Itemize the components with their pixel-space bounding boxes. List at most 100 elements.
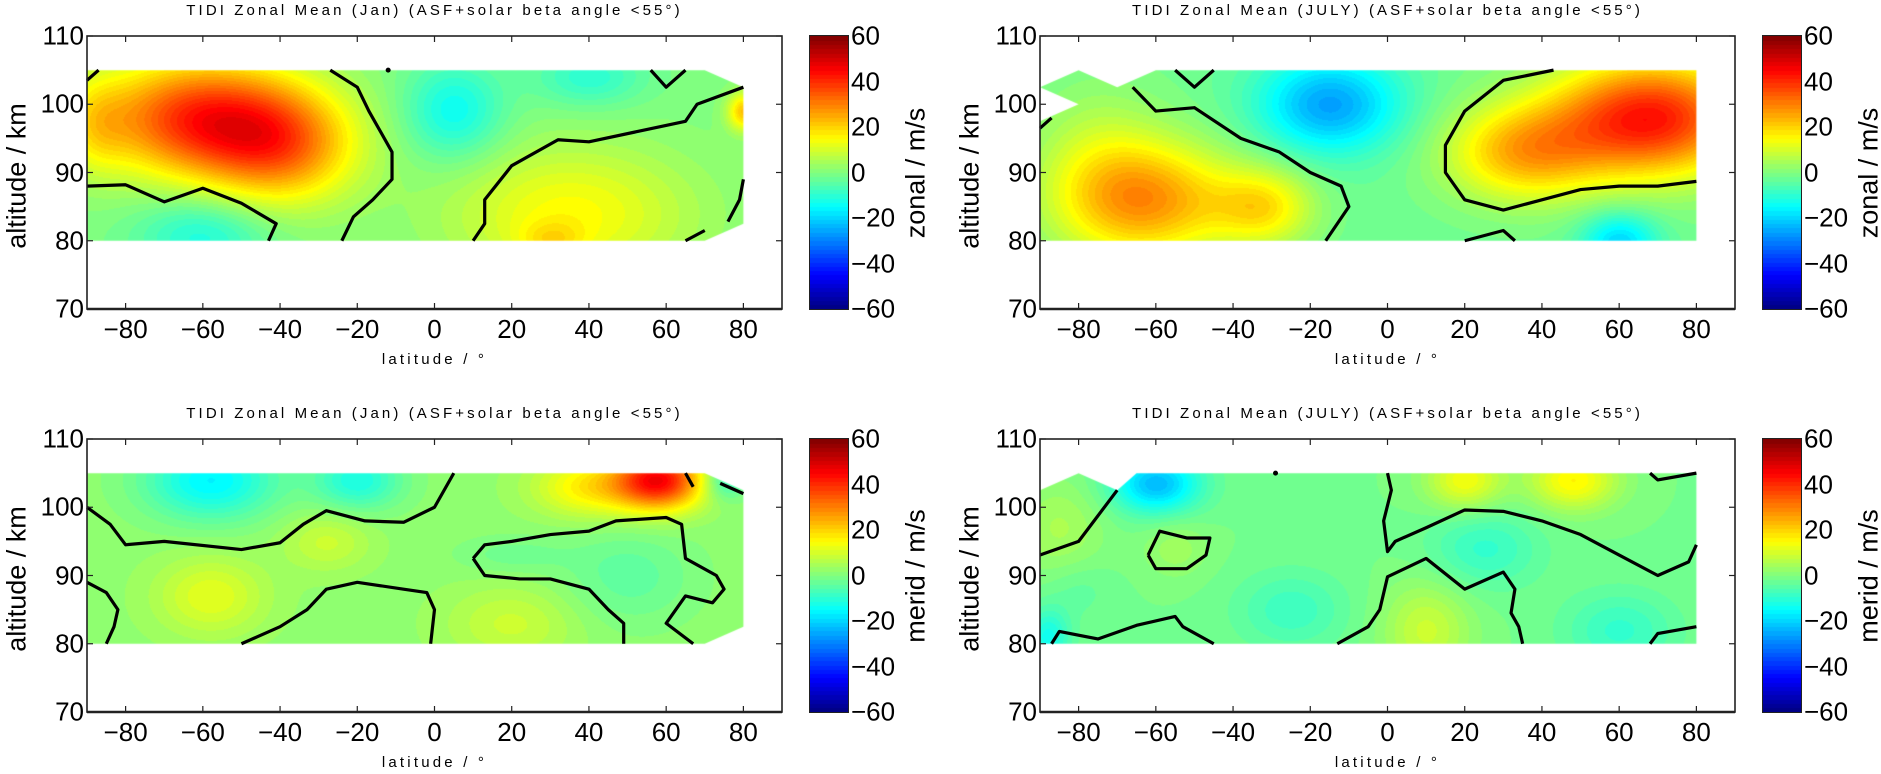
y-tick-label: 110 bbox=[995, 20, 1037, 51]
zero-contour-line bbox=[86, 472, 456, 552]
y-tick-label: 100 bbox=[993, 88, 1037, 119]
zero-contour-line bbox=[471, 557, 626, 644]
zero-contour-line bbox=[471, 515, 726, 646]
zero-contour-line bbox=[1336, 556, 1525, 646]
colorbar-tick-label: 20 bbox=[851, 111, 880, 142]
colorbar-tick-label: −60 bbox=[851, 293, 896, 324]
colorbar-tick-label: −40 bbox=[851, 248, 896, 278]
colorbar-tick-label: 0 bbox=[851, 157, 866, 187]
colorbar bbox=[809, 35, 849, 310]
y-tick-label: 80 bbox=[1008, 628, 1037, 659]
colorbar-tick-label: 20 bbox=[851, 514, 880, 545]
zero-contour-line bbox=[1464, 228, 1516, 243]
zero-contour-line bbox=[1038, 116, 1053, 130]
zero-contour-line bbox=[1648, 471, 1697, 482]
y-tick-label: 110 bbox=[42, 423, 84, 454]
y-tick-label: 110 bbox=[995, 423, 1037, 454]
x-axis-label: latitude / ° bbox=[381, 351, 488, 368]
x-tick-label: 60 bbox=[1604, 717, 1634, 747]
colorbar-tick-label: 20 bbox=[1804, 514, 1833, 545]
colorbar-tick-label: 40 bbox=[1804, 66, 1833, 96]
zero-contour-line bbox=[240, 580, 437, 646]
zero-contour-line bbox=[649, 68, 687, 89]
zero-contour-line bbox=[85, 68, 100, 82]
chart-title: TIDI Zonal Mean (JULY) (ASF+solar beta a… bbox=[1132, 405, 1643, 422]
chart-title: TIDI Zonal Mean (Jan) (ASF+solar beta an… bbox=[186, 405, 683, 422]
x-tick-label: −40 bbox=[1210, 717, 1256, 747]
zero-contour-line bbox=[719, 481, 745, 496]
y-tick-label: 80 bbox=[55, 225, 84, 256]
heatmap-field bbox=[87, 439, 782, 712]
colorbar-tick-label: 40 bbox=[851, 469, 880, 499]
x-tick-label: −80 bbox=[1056, 717, 1101, 747]
x-tick-label: 20 bbox=[497, 717, 527, 747]
y-tick-label: 100 bbox=[993, 491, 1037, 522]
y-tick-label: 90 bbox=[1008, 157, 1037, 187]
colorbar-tick-label: 40 bbox=[1804, 469, 1833, 499]
x-tick-label: 0 bbox=[1380, 314, 1395, 344]
x-tick-label: 80 bbox=[1681, 314, 1711, 344]
zero-contour-line bbox=[471, 85, 744, 242]
colorbar-tick-label: −20 bbox=[1804, 605, 1849, 636]
x-tick-label: 20 bbox=[1450, 717, 1480, 747]
colorbar-tick-label: −40 bbox=[1804, 248, 1849, 278]
contour-dot bbox=[1273, 470, 1279, 476]
x-tick-label: −20 bbox=[1288, 314, 1333, 344]
zero-contour-line bbox=[1382, 472, 1698, 578]
x-tick-label: 80 bbox=[728, 314, 758, 344]
x-tick-label: −20 bbox=[1288, 717, 1333, 747]
y-tick-label: 70 bbox=[1008, 293, 1037, 324]
x-tick-label: 40 bbox=[574, 314, 604, 344]
zero-contour-line bbox=[1443, 68, 1697, 212]
colorbar-tick-label: −20 bbox=[851, 605, 896, 636]
x-tick-label: 0 bbox=[427, 314, 442, 344]
x-tick-label: −60 bbox=[1133, 717, 1178, 747]
zero-contour-line bbox=[1050, 614, 1215, 646]
colorbar-tick-label: 60 bbox=[1804, 20, 1833, 51]
x-tick-label: −80 bbox=[103, 717, 148, 747]
colorbar-tick-label: 0 bbox=[851, 560, 866, 590]
colorbar-tick-label: −60 bbox=[851, 696, 896, 727]
zero-contour-line bbox=[684, 229, 706, 243]
x-tick-label: 60 bbox=[651, 717, 681, 747]
chart-title: TIDI Zonal Mean (JULY) (ASF+solar beta a… bbox=[1132, 2, 1643, 19]
x-tick-label: −60 bbox=[180, 314, 225, 344]
colorbar-tick-label: 0 bbox=[1804, 157, 1819, 187]
colorbar bbox=[1762, 35, 1802, 310]
y-tick-label: 100 bbox=[40, 88, 84, 119]
colorbar bbox=[1762, 438, 1802, 713]
zero-contour-line bbox=[726, 179, 745, 223]
y-axis-label: altitude / km bbox=[954, 505, 985, 652]
zero-contour-line bbox=[86, 183, 278, 242]
colorbar bbox=[809, 438, 849, 713]
zero-contour-line bbox=[1146, 529, 1212, 571]
x-tick-label: 20 bbox=[497, 314, 527, 344]
x-tick-label: 0 bbox=[1380, 717, 1395, 747]
zero-contour-line bbox=[329, 68, 394, 242]
x-tick-label: −20 bbox=[335, 717, 380, 747]
colorbar-tick-label: −40 bbox=[851, 651, 896, 681]
y-tick-label: 70 bbox=[55, 293, 84, 324]
x-tick-label: −60 bbox=[180, 717, 225, 747]
y-tick-label: 80 bbox=[55, 628, 84, 659]
x-tick-label: 20 bbox=[1450, 314, 1480, 344]
y-tick-label: 110 bbox=[42, 20, 84, 51]
colorbar-tick-label: 60 bbox=[851, 20, 880, 51]
x-tick-label: 80 bbox=[1681, 717, 1711, 747]
x-axis-label: latitude / ° bbox=[1334, 351, 1441, 368]
x-tick-label: −40 bbox=[257, 717, 303, 747]
colorbar-label: merid / m/s bbox=[1853, 508, 1881, 643]
y-tick-label: 70 bbox=[55, 696, 84, 727]
colorbar-tick-label: −20 bbox=[1804, 202, 1849, 233]
colorbar-tick-label: 40 bbox=[851, 66, 880, 96]
x-tick-label: 40 bbox=[1527, 717, 1557, 747]
zero-contour-line bbox=[1648, 625, 1697, 645]
colorbar-tick-label: −60 bbox=[1804, 696, 1849, 727]
y-tick-label: 90 bbox=[55, 560, 84, 590]
x-tick-label: 40 bbox=[1527, 314, 1557, 344]
x-tick-label: 60 bbox=[1604, 314, 1634, 344]
x-tick-label: 60 bbox=[651, 314, 681, 344]
x-tick-label: −40 bbox=[257, 314, 303, 344]
